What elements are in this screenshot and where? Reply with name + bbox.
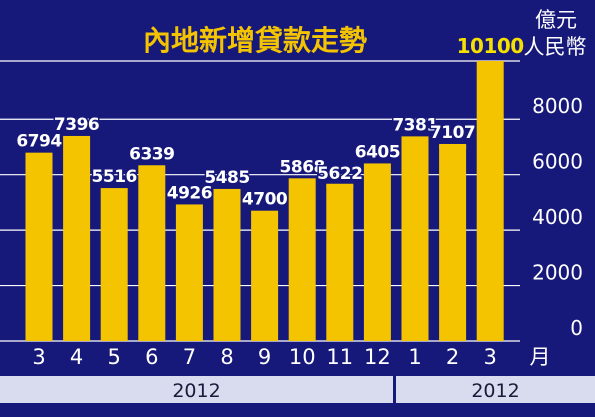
- data-label: 4700: [242, 190, 288, 210]
- unit-label-line2: 人民幣: [524, 35, 587, 59]
- y-axis-ticks: 0 2000 4000 6000 8000: [532, 94, 583, 340]
- bar-marker: [439, 144, 467, 149]
- data-label: 6794: [16, 132, 62, 152]
- bar: [401, 136, 429, 341]
- x-tick-label: 1: [408, 345, 421, 369]
- data-label: 5868: [280, 157, 325, 177]
- y-tick-label: 4000: [532, 205, 583, 229]
- x-tick-label: 7: [183, 345, 196, 369]
- y-tick-label: 0: [570, 316, 583, 340]
- bar-marker: [326, 183, 354, 188]
- bar: [213, 188, 241, 341]
- bar: [63, 135, 91, 341]
- x-tick-label: 10: [289, 345, 316, 369]
- x-tick-label: 6: [145, 345, 158, 369]
- x-tick-label: 4: [70, 345, 83, 369]
- bar: [100, 188, 128, 341]
- bar: [326, 185, 354, 341]
- bar: [363, 163, 391, 341]
- y-tick-label: 6000: [532, 150, 583, 174]
- data-label: 6405: [355, 142, 400, 162]
- x-tick-label: 11: [326, 345, 353, 369]
- bar: [251, 210, 279, 341]
- data-label: 6339: [129, 144, 174, 164]
- y-tick-label: 2000: [532, 261, 583, 285]
- data-label: 7381: [392, 115, 437, 135]
- year-label: 2012: [172, 380, 220, 402]
- unit-label-line1: 億元: [535, 8, 577, 32]
- x-tick-label: 5: [108, 345, 121, 369]
- data-label: 10100: [457, 34, 524, 58]
- chart-title: 內地新增貸款走勢: [143, 24, 367, 57]
- bars: [25, 61, 504, 341]
- bar: [288, 178, 316, 341]
- bar: [138, 165, 166, 341]
- x-axis-ticks: 3 4 5 6 7 8 9 10 11 12 1 2 3: [32, 345, 497, 369]
- year-band-cell: [0, 376, 393, 403]
- year-label: 2012: [471, 380, 519, 402]
- x-tick-label: 9: [258, 345, 271, 369]
- data-label: 5516: [92, 167, 137, 187]
- x-tick-label: 3: [484, 345, 497, 369]
- data-label: 5485: [204, 168, 249, 188]
- data-label: 4926: [167, 183, 212, 203]
- x-tick-label: 12: [364, 345, 391, 369]
- x-tick-label: 8: [220, 345, 233, 369]
- bar: [25, 152, 53, 341]
- year-band: 2012 2012: [0, 376, 595, 403]
- year-band-cell: [396, 376, 595, 403]
- x-axis-unit: 月: [530, 345, 551, 369]
- bar: [476, 61, 504, 341]
- bar: [175, 204, 203, 341]
- x-tick-label: 3: [32, 345, 45, 369]
- bar: [439, 143, 467, 341]
- data-label: 7396: [54, 115, 99, 135]
- x-tick-label: 2: [446, 345, 459, 369]
- data-label: 7107: [430, 123, 475, 143]
- y-tick-label: 8000: [532, 94, 583, 118]
- data-label: 5622: [317, 164, 362, 184]
